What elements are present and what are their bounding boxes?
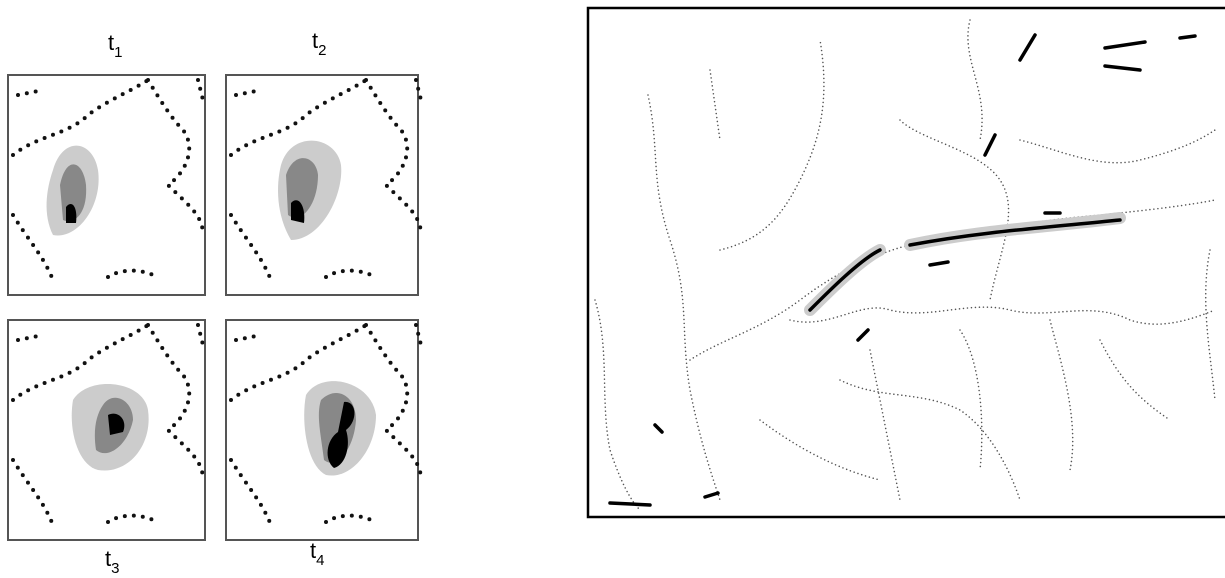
panel-t4 — [226, 320, 421, 540]
label-subscript: 2 — [318, 42, 326, 59]
panel-t3 — [8, 320, 205, 540]
label-t3: t3 — [105, 546, 119, 577]
label-subscript: 1 — [114, 44, 122, 61]
panel-t1 — [8, 75, 205, 295]
panel-t2 — [226, 75, 421, 295]
label-t2: t2 — [312, 28, 326, 59]
label-subscript: 4 — [316, 552, 324, 569]
label-t1: t1 — [108, 30, 122, 61]
label-t4: t4 — [310, 538, 324, 569]
label-subscript: 3 — [111, 560, 119, 577]
figure: t1 t2 t3 t4 — [0, 0, 1225, 578]
map-panel — [588, 8, 1225, 517]
